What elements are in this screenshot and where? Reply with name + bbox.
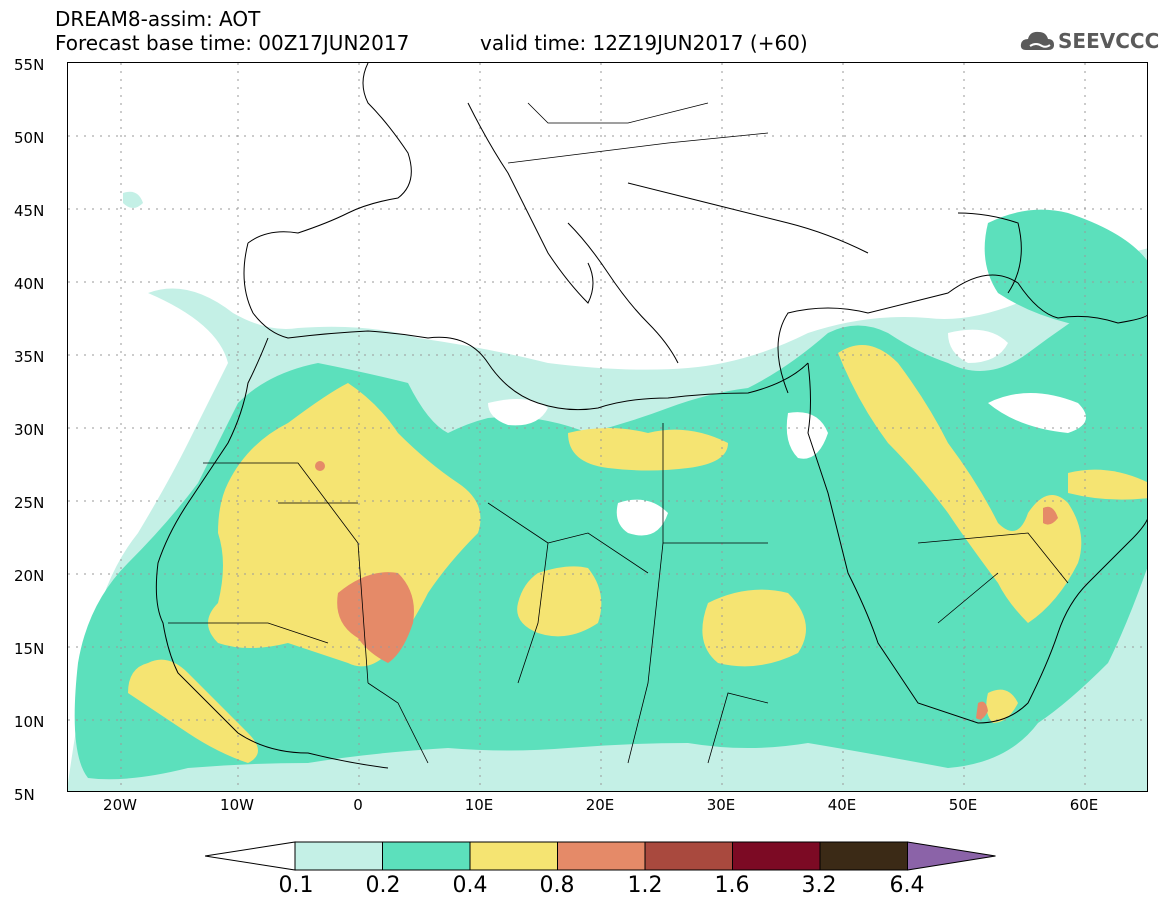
title-valid-time: valid time: 12Z19JUN2017 (+60) xyxy=(480,31,808,55)
title-base-time: Forecast base time: 00Z17JUN2017 xyxy=(55,31,410,55)
colorbar-swatch xyxy=(382,841,471,871)
lat-label: 30N xyxy=(14,421,45,439)
lat-label: 50N xyxy=(14,129,45,147)
colorbar-level: 0.4 xyxy=(452,873,488,898)
coastlines xyxy=(155,63,1147,769)
map-area xyxy=(67,62,1148,792)
lat-label: 20N xyxy=(14,567,45,585)
title-line-1: DREAM8-assim: AOT xyxy=(55,7,261,31)
lat-label: 10N xyxy=(14,713,45,731)
colorbar-level: 1.6 xyxy=(714,873,750,898)
country-borders xyxy=(168,102,1069,764)
colorbar-level: 0.2 xyxy=(365,873,401,898)
colorbar-swatch xyxy=(732,841,821,871)
colorbar-swatch xyxy=(819,841,908,871)
lat-label: 15N xyxy=(14,640,45,658)
colorbar-level: 0.1 xyxy=(278,873,314,898)
colorbar-arrow-low xyxy=(205,841,296,871)
colorbar-level: 6.4 xyxy=(889,873,925,898)
lon-label: 50E xyxy=(948,796,978,814)
colorbar-swatch xyxy=(557,841,646,871)
lon-label: 40E xyxy=(827,796,857,814)
lon-label: 20W xyxy=(103,796,137,814)
lon-label: 60E xyxy=(1069,796,1099,814)
cloud-logo-icon xyxy=(1020,31,1054,50)
gridlines xyxy=(68,63,1147,791)
colorbar-swatch xyxy=(294,841,383,871)
lat-label: 55N xyxy=(14,56,45,74)
colorbar-swatch xyxy=(469,841,558,871)
colorbar-swatch xyxy=(644,841,733,871)
lon-label: 30E xyxy=(706,796,736,814)
colorbar xyxy=(205,841,996,871)
colorbar-arrow-high xyxy=(907,841,996,871)
colorbar-level: 0.8 xyxy=(539,873,575,898)
aot-map xyxy=(68,63,1147,791)
lat-label: 45N xyxy=(14,202,45,220)
lon-label: 20E xyxy=(585,796,615,814)
lon-label: 10W xyxy=(220,796,254,814)
lon-label: 10E xyxy=(464,796,494,814)
lon-label: 0 xyxy=(353,796,363,814)
lat-label: 5N xyxy=(14,786,35,804)
colorbar-level: 1.2 xyxy=(627,873,663,898)
aot-contour-0-8 xyxy=(315,461,1058,720)
logo-text: SEEVCCC xyxy=(1058,29,1160,53)
colorbar-swatches xyxy=(205,841,996,871)
colorbar-level: 3.2 xyxy=(801,873,837,898)
aot-clear-areas xyxy=(488,329,1086,536)
lat-label: 25N xyxy=(14,494,45,512)
lat-label: 35N xyxy=(14,348,45,366)
lat-label: 40N xyxy=(14,275,45,293)
